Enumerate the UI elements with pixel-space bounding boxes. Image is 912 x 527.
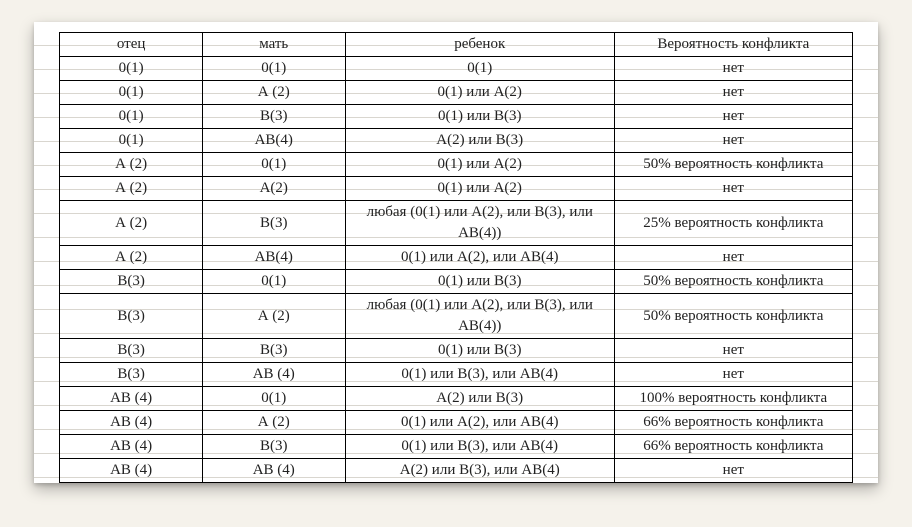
table-cell: АВ(4) [202,129,345,153]
table-cell: АВ (4) [202,459,345,483]
table-cell: нет [614,81,852,105]
table-row: А (2)В(3)любая (0(1) или А(2), или В(3),… [60,201,852,246]
table-cell: 0(1) или А(2) [345,153,614,177]
table-cell: 50% вероятность конфликта [614,270,852,294]
table-cell: нет [614,57,852,81]
table-cell: 0(1) или А(2) [345,177,614,201]
table-row: В(3)В(3)0(1) или В(3)нет [60,339,852,363]
table-cell: А (2) [202,81,345,105]
table-head: отец мать ребенок Вероятность конфликта [60,33,852,57]
table-row: А (2)АВ(4)0(1) или А(2), или АВ(4)нет [60,246,852,270]
table-cell: А (2) [202,294,345,339]
table-row: АВ (4)А (2)0(1) или А(2), или АВ(4)66% в… [60,411,852,435]
table-row: 0(1)А (2)0(1) или А(2)нет [60,81,852,105]
table-cell: 66% вероятность конфликта [614,411,852,435]
table-cell: 0(1) [60,105,203,129]
table-header-row: отец мать ребенок Вероятность конфликта [60,33,852,57]
table-cell: В(3) [60,270,203,294]
table-cell: 0(1) или А(2) [345,81,614,105]
table-cell: В(3) [202,435,345,459]
table-cell: А(2) [202,177,345,201]
blood-type-conflict-table: отец мать ребенок Вероятность конфликта … [59,32,852,483]
table-row: А (2)0(1)0(1) или А(2)50% вероятность ко… [60,153,852,177]
table-cell: А(2) или В(3), или АВ(4) [345,459,614,483]
table-cell: 100% вероятность конфликта [614,387,852,411]
table-row: В(3)А (2)любая (0(1) или А(2), или В(3),… [60,294,852,339]
table-cell: А(2) или В(3) [345,129,614,153]
col-header-father: отец [60,33,203,57]
table-cell: А (2) [60,246,203,270]
table-cell: В(3) [202,105,345,129]
table-row: В(3)АВ (4)0(1) или В(3), или АВ(4)нет [60,363,852,387]
table-cell: А(2) или В(3) [345,387,614,411]
table-row: А (2)А(2)0(1) или А(2)нет [60,177,852,201]
table-cell: АВ (4) [202,363,345,387]
table-row: 0(1)АВ(4)А(2) или В(3)нет [60,129,852,153]
table-cell: 0(1) [202,153,345,177]
table-cell: 0(1) или А(2), или АВ(4) [345,246,614,270]
table-row: АВ (4)0(1)А(2) или В(3)100% вероятность … [60,387,852,411]
table-cell: 0(1) или В(3) [345,105,614,129]
table-cell: 0(1) или В(3) [345,339,614,363]
table-row: 0(1)В(3)0(1) или В(3)нет [60,105,852,129]
table-cell: АВ (4) [60,387,203,411]
table-cell: 0(1) [60,129,203,153]
table-row: В(3)0(1)0(1) или В(3)50% вероятность кон… [60,270,852,294]
table-cell: нет [614,363,852,387]
table-cell: 0(1) [202,270,345,294]
table-cell: АВ (4) [60,435,203,459]
table-cell: нет [614,246,852,270]
table-row: АВ (4)В(3)0(1) или В(3), или АВ(4)66% ве… [60,435,852,459]
table-cell: В(3) [202,339,345,363]
table-cell: нет [614,105,852,129]
table-cell: В(3) [202,201,345,246]
table-cell: 0(1) [60,81,203,105]
table-cell: 50% вероятность конфликта [614,153,852,177]
table-cell: любая (0(1) или А(2), или В(3), или АВ(4… [345,201,614,246]
col-header-child: ребенок [345,33,614,57]
table-cell: 0(1) [202,387,345,411]
table-row: АВ (4)АВ (4)А(2) или В(3), или АВ(4)нет [60,459,852,483]
table-cell: АВ(4) [202,246,345,270]
table-cell: любая (0(1) или А(2), или В(3), или АВ(4… [345,294,614,339]
table-body: 0(1)0(1)0(1)нет0(1)А (2)0(1) или А(2)нет… [60,57,852,483]
table-cell: АВ (4) [60,411,203,435]
table-cell: В(3) [60,294,203,339]
paper-sheet: отец мать ребенок Вероятность конфликта … [34,22,878,483]
table-cell: 0(1) [345,57,614,81]
table-row: 0(1)0(1)0(1)нет [60,57,852,81]
table-cell: нет [614,177,852,201]
col-header-mother: мать [202,33,345,57]
col-header-probability: Вероятность конфликта [614,33,852,57]
table-cell: А (2) [60,153,203,177]
table-cell: 25% вероятность конфликта [614,201,852,246]
table-cell: А (2) [60,201,203,246]
table-cell: В(3) [60,363,203,387]
table-cell: 0(1) или А(2), или АВ(4) [345,411,614,435]
table-cell: А (2) [60,177,203,201]
table-cell: АВ (4) [60,459,203,483]
table-cell: 0(1) или В(3), или АВ(4) [345,363,614,387]
table-cell: нет [614,129,852,153]
table-cell: А (2) [202,411,345,435]
table-cell: нет [614,339,852,363]
table-cell: 0(1) или В(3) [345,270,614,294]
table-cell: нет [614,459,852,483]
table-cell: 0(1) [202,57,345,81]
table-cell: В(3) [60,339,203,363]
table-cell: 66% вероятность конфликта [614,435,852,459]
table-cell: 0(1) или В(3), или АВ(4) [345,435,614,459]
table-cell: 50% вероятность конфликта [614,294,852,339]
table-cell: 0(1) [60,57,203,81]
